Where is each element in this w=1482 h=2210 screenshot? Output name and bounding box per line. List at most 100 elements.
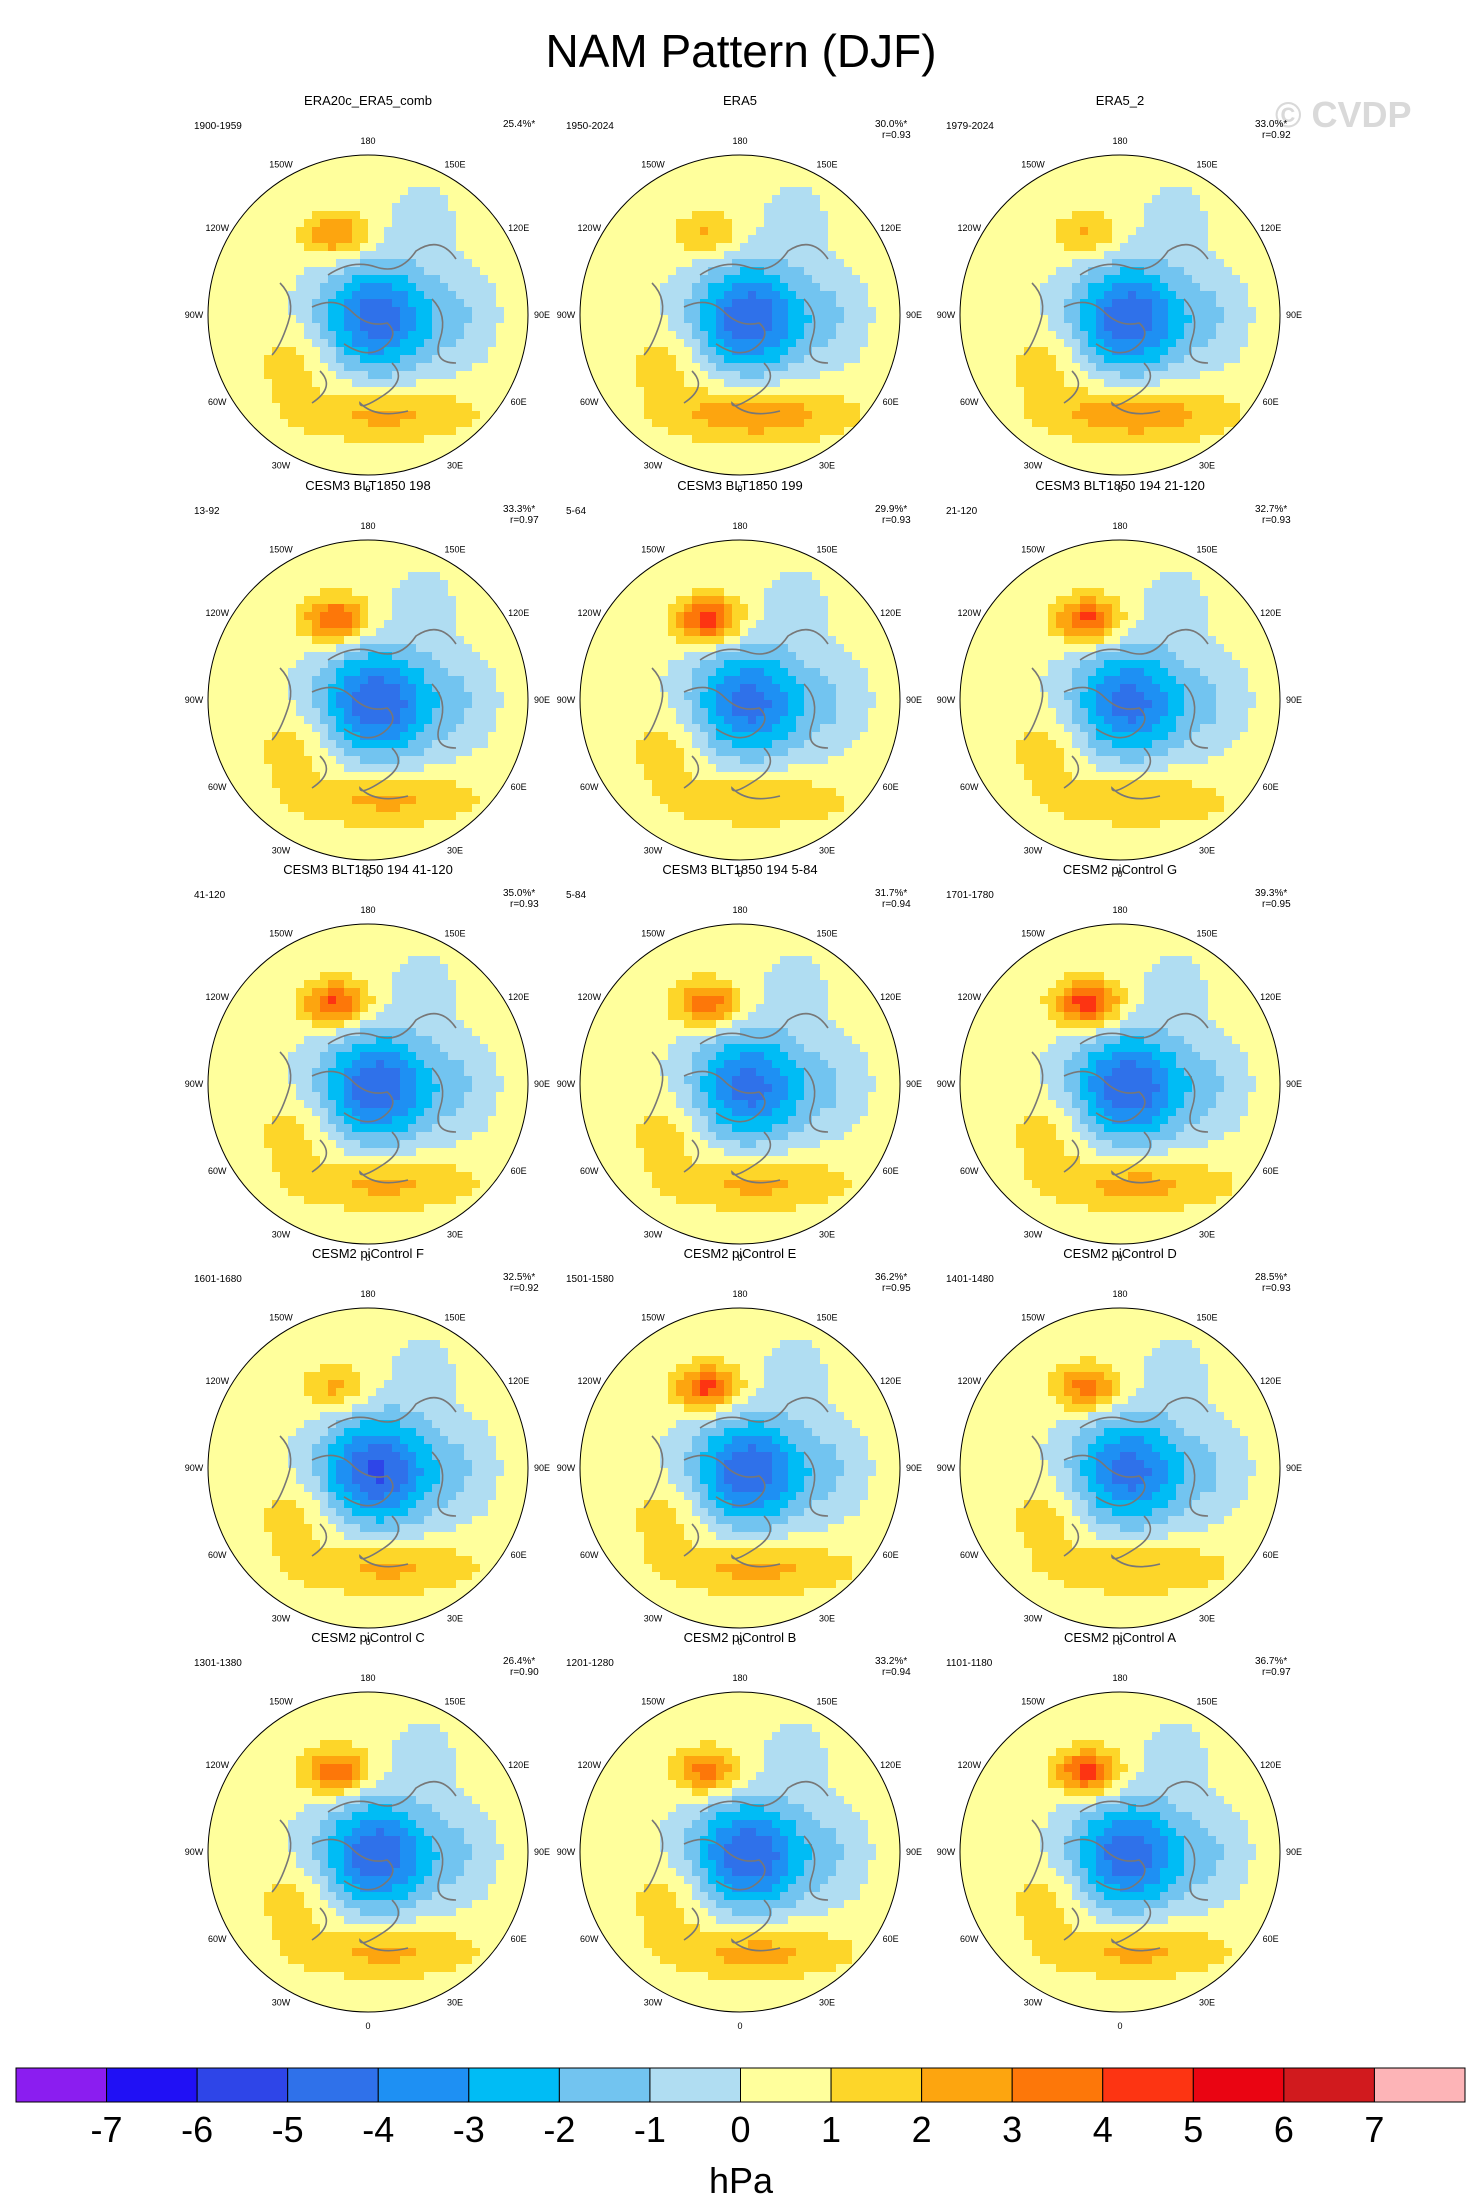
- map-panel: CESM2 piControl C 1301-1380 26.4%*r=0.90 18…: [185, 1630, 550, 2031]
- map-panel: CESM2 piControl F 1601-1680 32.5%*r=0.92 18…: [185, 1246, 550, 1647]
- pattern-field: [208, 1308, 528, 1628]
- longitude-label: 150E: [1196, 928, 1217, 938]
- longitude-label: 120W: [206, 1376, 230, 1386]
- longitude-label: 120W: [578, 223, 602, 233]
- colorbar-tick-label: -2: [543, 2109, 575, 2150]
- panel-variance: 35.0%*: [503, 888, 535, 899]
- longitude-label: 0: [737, 2021, 742, 2031]
- longitude-label: 60W: [208, 1550, 227, 1560]
- longitude-label: 30W: [272, 1230, 291, 1240]
- map-panel: ERA5_2 1979-2024 33.0%*r=0.92 180 150E 120E 90…: [937, 93, 1302, 494]
- map-panel: CESM3 BLT1850 194 5-84 5-84 31.7%*r=0.94 18…: [557, 862, 922, 1263]
- longitude-label: 90E: [1286, 310, 1302, 320]
- longitude-label: 90W: [185, 310, 204, 320]
- panel-years: 1201-1280: [566, 1658, 614, 1669]
- longitude-label: 0: [365, 1637, 370, 1647]
- panel-correlation: r=0.93: [882, 130, 911, 141]
- longitude-label: 150W: [641, 159, 665, 169]
- panel-years: 5-84: [566, 890, 586, 901]
- longitude-label: 90E: [534, 695, 550, 705]
- longitude-label: 90W: [185, 695, 204, 705]
- panel-title: CESM3 BLT1850 194 5-84: [662, 862, 817, 877]
- coastlines: [271, 243, 457, 415]
- colorbar-tick-label: -4: [362, 2109, 394, 2150]
- panel-title: CESM2 piControl E: [684, 1246, 797, 1261]
- panel-variance: 28.5%*: [1255, 1272, 1287, 1283]
- longitude-label: 30E: [819, 846, 835, 856]
- coastlines: [271, 628, 457, 800]
- colorbar-swatch: [287, 2067, 379, 2103]
- pattern-field: [960, 1308, 1280, 1628]
- longitude-label: 60W: [960, 782, 979, 792]
- longitude-label: 90E: [1286, 1847, 1302, 1857]
- longitude-label: 120E: [880, 992, 901, 1002]
- colorbar-swatch: [649, 2067, 741, 2103]
- longitude-label: 0: [1117, 2021, 1122, 2031]
- pattern-field: [580, 1308, 900, 1628]
- longitude-label: 120E: [880, 1376, 901, 1386]
- longitude-label: 120W: [206, 608, 230, 618]
- longitude-label: 30E: [1199, 461, 1215, 471]
- longitude-label: 30W: [1024, 1614, 1043, 1624]
- longitude-label: 150E: [1196, 544, 1217, 554]
- panel-title: ERA5_2: [1096, 93, 1144, 108]
- colorbar-tick-label: 3: [1002, 2109, 1022, 2150]
- panel-correlation: r=0.97: [1262, 1667, 1291, 1678]
- map-border: [207, 1307, 529, 1629]
- panel-correlation: r=0.92: [1262, 130, 1291, 141]
- map-panel: ERA20c_ERA5_comb 1900-1959 25.4%* 180 150E 12…: [185, 93, 550, 494]
- longitude-label: 60W: [580, 1550, 599, 1560]
- longitude-label: 30E: [819, 1614, 835, 1624]
- longitude-label: 60E: [883, 1550, 899, 1560]
- longitude-label: 120E: [1260, 223, 1281, 233]
- longitude-label: 90W: [937, 310, 956, 320]
- panel-variance: 33.0%*: [1255, 119, 1287, 130]
- longitude-label: 60E: [883, 1934, 899, 1944]
- colorbar-tick-label: -5: [272, 2109, 304, 2150]
- panel-variance: 30.0%*: [875, 119, 907, 130]
- map-border: [579, 539, 901, 861]
- longitude-label: 150E: [444, 159, 465, 169]
- longitude-label: 150W: [269, 159, 293, 169]
- colorbar-svg: -7 -6 -5 -4 -3 -2 -1 0 1 2 3 4 5 6 7: [15, 2067, 1466, 2150]
- longitude-label: 60W: [960, 397, 979, 407]
- longitude-label: 120E: [508, 223, 529, 233]
- panel-years: 1501-1580: [566, 1274, 614, 1285]
- coastlines: [271, 1396, 457, 1568]
- coastlines: [643, 628, 829, 800]
- longitude-label: 180: [360, 136, 375, 146]
- map-panel: CESM2 piControl G 1701-1780 39.3%*r=0.95 18…: [937, 862, 1302, 1263]
- longitude-label: 120E: [880, 223, 901, 233]
- longitude-label: 120W: [958, 1376, 982, 1386]
- map-border: [579, 154, 901, 476]
- map-border: [579, 923, 901, 1245]
- longitude-label: 0: [1117, 484, 1122, 494]
- panel-correlation: r=0.95: [1262, 899, 1291, 910]
- longitude-label: 30W: [272, 461, 291, 471]
- longitude-label: 30W: [1024, 461, 1043, 471]
- longitude-label: 30W: [272, 1998, 291, 2008]
- coastlines: [1023, 243, 1209, 415]
- colorbar-tick-label: 4: [1093, 2109, 1113, 2150]
- longitude-label: 0: [365, 869, 370, 879]
- longitude-label: 150W: [1021, 1312, 1045, 1322]
- longitude-label: 0: [365, 484, 370, 494]
- coastlines: [643, 1780, 829, 1952]
- longitude-label: 120E: [880, 1760, 901, 1770]
- panel-correlation: r=0.93: [510, 899, 539, 910]
- longitude-label: 30E: [447, 461, 463, 471]
- longitude-label: 150W: [641, 1696, 665, 1706]
- longitude-label: 120W: [578, 608, 602, 618]
- longitude-label: 60E: [511, 1934, 527, 1944]
- longitude-label: 30E: [819, 461, 835, 471]
- longitude-label: 150E: [816, 1312, 837, 1322]
- longitude-label: 30W: [644, 1998, 663, 2008]
- longitude-label: 120E: [508, 992, 529, 1002]
- longitude-label: 30E: [1199, 1230, 1215, 1240]
- panel-correlation: r=0.97: [510, 515, 539, 526]
- pattern-field: [960, 924, 1280, 1244]
- coastlines: [271, 1780, 457, 1952]
- longitude-label: 60W: [960, 1550, 979, 1560]
- colorbar-swatch: [1373, 2067, 1466, 2103]
- longitude-label: 60W: [580, 397, 599, 407]
